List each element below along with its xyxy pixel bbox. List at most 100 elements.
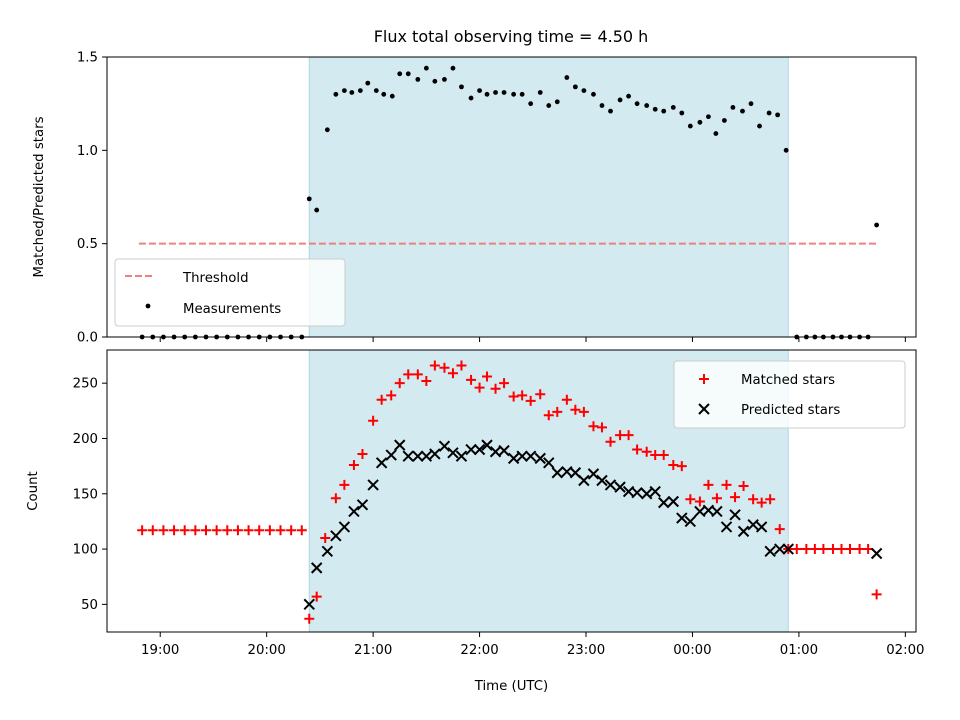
matched-stars-series bbox=[137, 360, 882, 624]
matched-point bbox=[243, 525, 254, 536]
measurement-point bbox=[306, 196, 312, 202]
matched-point bbox=[179, 525, 190, 536]
matched-point bbox=[222, 525, 233, 536]
predicted-point bbox=[870, 547, 883, 560]
matched-point bbox=[650, 450, 661, 461]
predicted-point bbox=[321, 545, 334, 557]
measurement-point bbox=[721, 118, 727, 123]
matched-point bbox=[439, 362, 450, 373]
measurement-point bbox=[775, 112, 781, 118]
matched-point bbox=[517, 390, 528, 401]
matched-point bbox=[490, 383, 501, 394]
matched-point bbox=[615, 430, 626, 441]
matched-point bbox=[339, 479, 350, 490]
matched-point bbox=[854, 544, 865, 555]
predicted-point bbox=[455, 450, 468, 462]
matched-point bbox=[641, 446, 652, 457]
x-tick-label: 21:00 bbox=[354, 643, 392, 658]
bottom-legend-box bbox=[673, 360, 906, 429]
matched-point bbox=[525, 395, 536, 406]
matched-point bbox=[447, 368, 458, 379]
predicted-point bbox=[604, 479, 617, 491]
matched-point bbox=[632, 444, 643, 455]
matched-point bbox=[403, 369, 414, 380]
matched-point bbox=[386, 390, 397, 401]
matched-point bbox=[730, 492, 741, 503]
predicted-point bbox=[729, 509, 741, 521]
matched-point bbox=[596, 422, 607, 433]
measurement-point bbox=[626, 93, 631, 99]
measurement-point bbox=[652, 106, 658, 112]
measurement-point bbox=[730, 105, 736, 110]
predicted-point bbox=[402, 450, 414, 462]
matched-point bbox=[137, 525, 148, 536]
matched-point bbox=[871, 589, 882, 600]
matched-point bbox=[254, 525, 265, 536]
measurement-point bbox=[314, 207, 320, 213]
measurement-point bbox=[564, 75, 570, 80]
measurement-point bbox=[450, 65, 456, 71]
predicted-point bbox=[507, 452, 520, 465]
matched-point bbox=[376, 394, 387, 405]
matched-point bbox=[588, 421, 599, 432]
measurement-point bbox=[766, 110, 772, 116]
x-tick-label: 02:00 bbox=[886, 643, 924, 658]
legend-measurements-swatch bbox=[145, 303, 151, 309]
measurement-point bbox=[713, 131, 719, 136]
top-y-ticks: 0.0 0.5 1.0 1.5 bbox=[77, 51, 107, 346]
bottom-y-tick-label: 100 bbox=[73, 543, 98, 558]
matched-point bbox=[200, 525, 211, 536]
predicted-point bbox=[631, 486, 643, 499]
measurement-point bbox=[349, 90, 355, 95]
measurement-point bbox=[389, 93, 395, 99]
matched-point bbox=[801, 544, 812, 555]
matched-point bbox=[348, 460, 359, 471]
predicted-point bbox=[614, 481, 626, 493]
predicted-point bbox=[649, 485, 661, 498]
matched-point bbox=[429, 360, 440, 371]
top-legend: Threshold Measurements bbox=[114, 258, 346, 327]
predicted-point bbox=[551, 467, 563, 479]
measurement-point bbox=[706, 114, 711, 120]
predicted-point bbox=[578, 474, 590, 487]
predicted-point bbox=[667, 495, 680, 508]
legend-predicted-swatch bbox=[698, 403, 710, 415]
matched-point bbox=[658, 450, 669, 461]
measurement-point bbox=[679, 110, 685, 116]
measurement-point bbox=[468, 95, 474, 101]
legend-measurements-label: Measurements bbox=[183, 302, 281, 317]
predicted-point bbox=[676, 512, 688, 524]
top-y-tick-label: 0.0 bbox=[77, 331, 98, 346]
predicted-point bbox=[720, 521, 733, 533]
predicted-point bbox=[774, 543, 786, 555]
predicted-point bbox=[516, 450, 528, 462]
observing-window-shade-top bbox=[308, 56, 789, 338]
legend-predicted-label: Predicted stars bbox=[741, 403, 840, 418]
measurement-point bbox=[634, 101, 640, 107]
measurement-point bbox=[333, 91, 339, 97]
measurement-point bbox=[423, 65, 429, 71]
legend-matched-label: Matched stars bbox=[741, 373, 835, 388]
measurement-point bbox=[511, 91, 517, 97]
matched-point bbox=[535, 389, 546, 400]
measurement-point bbox=[537, 90, 543, 95]
predicted-point bbox=[481, 439, 493, 451]
x-tick-label: 01:00 bbox=[780, 643, 818, 658]
predicted-point bbox=[473, 443, 486, 456]
matched-point bbox=[765, 494, 776, 505]
bottom-x-ticks: 19:00 20:00 21:00 22:00 23:00 00:00 01:00 02:00 bbox=[141, 632, 925, 658]
matched-point bbox=[508, 391, 519, 402]
predicted-point bbox=[658, 496, 670, 509]
measurement-point bbox=[599, 103, 605, 108]
matched-point bbox=[756, 497, 767, 508]
predicted-point bbox=[498, 444, 510, 457]
top-y-tick-label: 1.5 bbox=[77, 51, 98, 66]
measurement-point bbox=[341, 88, 347, 93]
matched-point bbox=[264, 525, 275, 536]
matched-point bbox=[357, 448, 368, 459]
measurement-point bbox=[501, 90, 507, 95]
matched-point bbox=[311, 591, 322, 602]
matched-point bbox=[412, 369, 423, 380]
predicted-point bbox=[394, 439, 406, 451]
